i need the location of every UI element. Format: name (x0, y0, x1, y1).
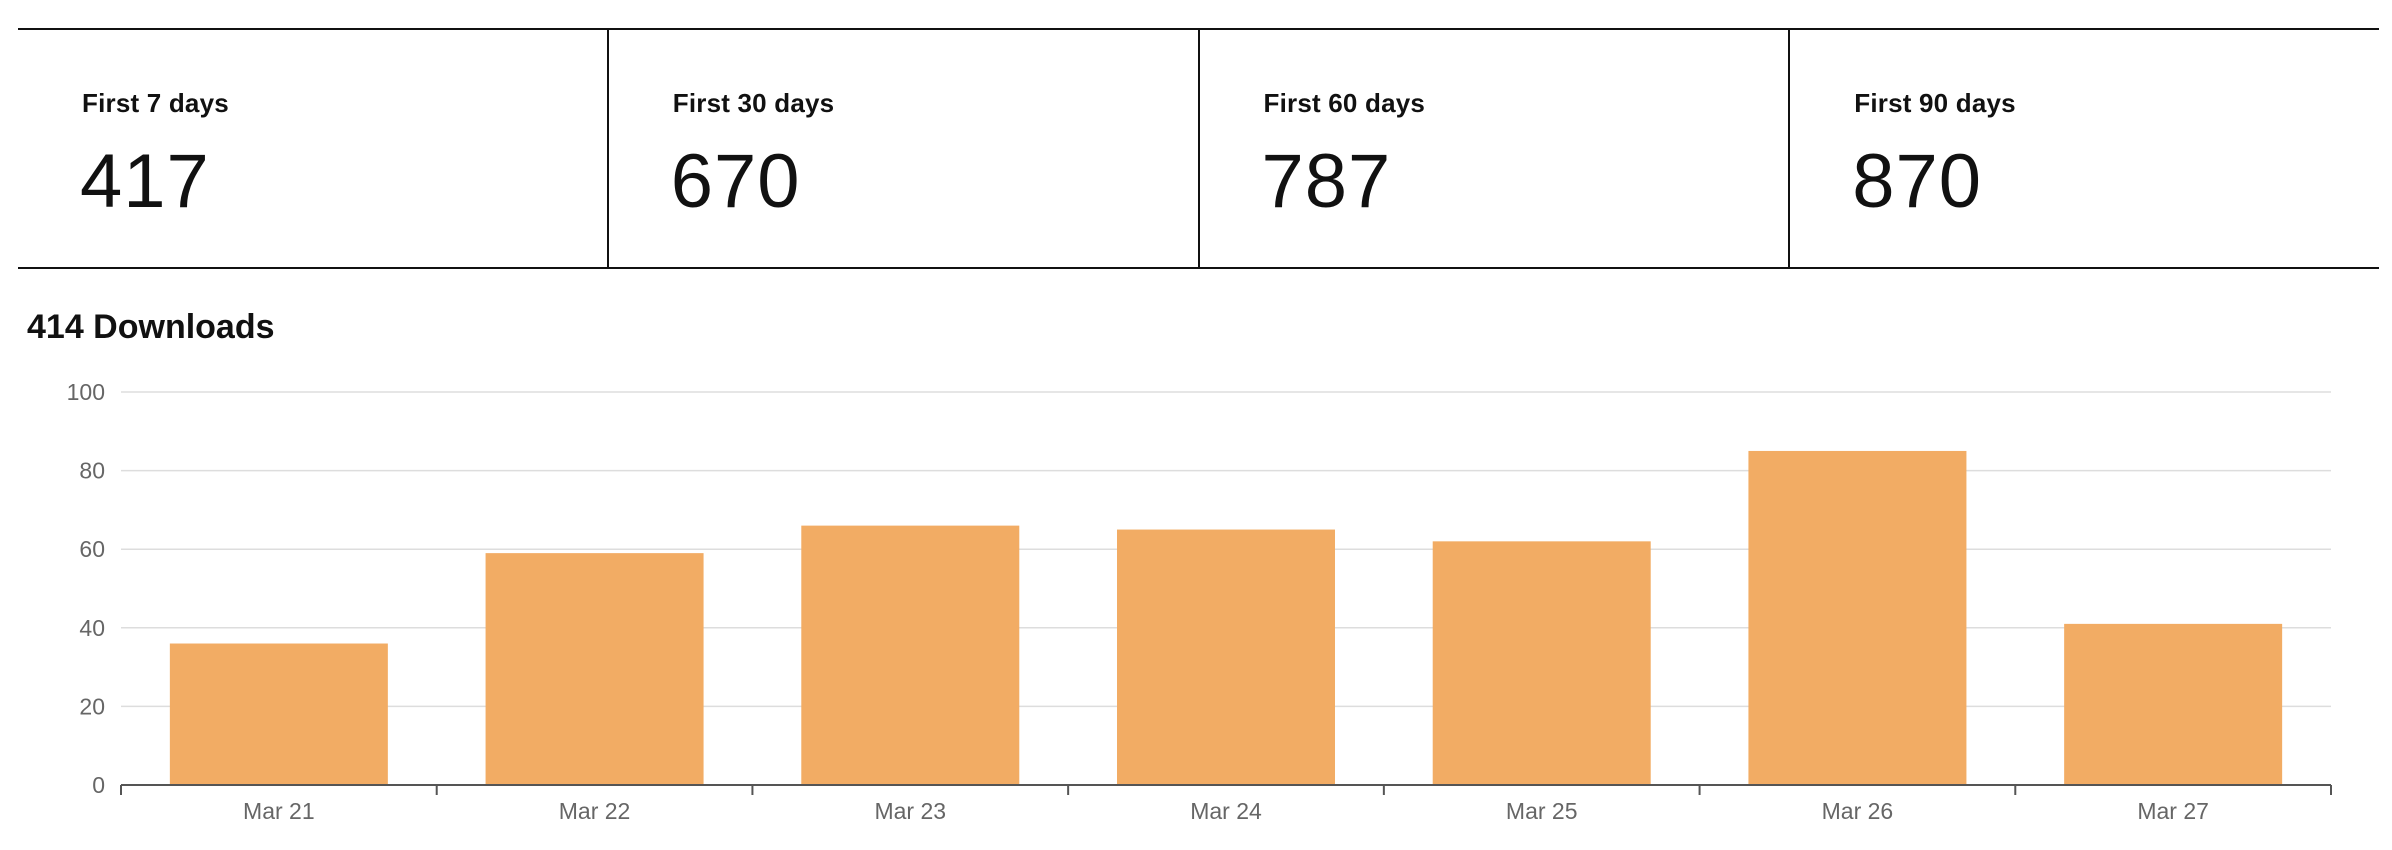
x-tick-label: Mar 25 (1506, 798, 1578, 824)
stat-value: 870 (1852, 139, 1983, 224)
y-tick-label: 0 (92, 772, 105, 798)
y-tick-label: 20 (79, 693, 105, 719)
bar (1432, 541, 1651, 785)
stat-first-7-days: First 7 days 417 (18, 30, 607, 267)
bar (169, 643, 388, 785)
stat-first-30-days: First 30 days 670 (606, 30, 1198, 267)
x-tick-label: Mar 21 (243, 798, 315, 824)
chart-title: 414 Downloads (27, 308, 275, 346)
y-tick-label: 100 (67, 379, 105, 405)
bar (485, 553, 704, 785)
x-tick-label: Mar 24 (1190, 798, 1262, 824)
stat-first-90-days: First 90 days 870 (1788, 30, 2379, 267)
y-tick-label: 60 (79, 536, 105, 562)
stat-value: 787 (1261, 139, 1392, 224)
bar (1748, 450, 1967, 785)
bar (2064, 623, 2283, 785)
stat-label: First 7 days (82, 88, 229, 118)
stat-value: 670 (670, 139, 801, 224)
x-tick-label: Mar 26 (1822, 798, 1894, 824)
bar (1117, 529, 1335, 785)
x-tick-label: Mar 27 (2137, 798, 2209, 824)
bar (801, 525, 1020, 785)
stat-first-60-days: First 60 days 787 (1197, 30, 1789, 267)
y-tick-label: 80 (79, 458, 105, 484)
y-tick-label: 40 (79, 615, 105, 641)
stat-value: 417 (80, 139, 210, 224)
stat-label: First 90 days (1854, 88, 2016, 118)
x-tick-label: Mar 23 (874, 798, 946, 824)
stat-label: First 60 days (1263, 88, 1426, 118)
stat-label: First 30 days (672, 88, 835, 118)
stats-row: First 7 days 417 First 30 days 670 First… (18, 28, 2379, 269)
x-tick-label: Mar 22 (559, 798, 631, 824)
